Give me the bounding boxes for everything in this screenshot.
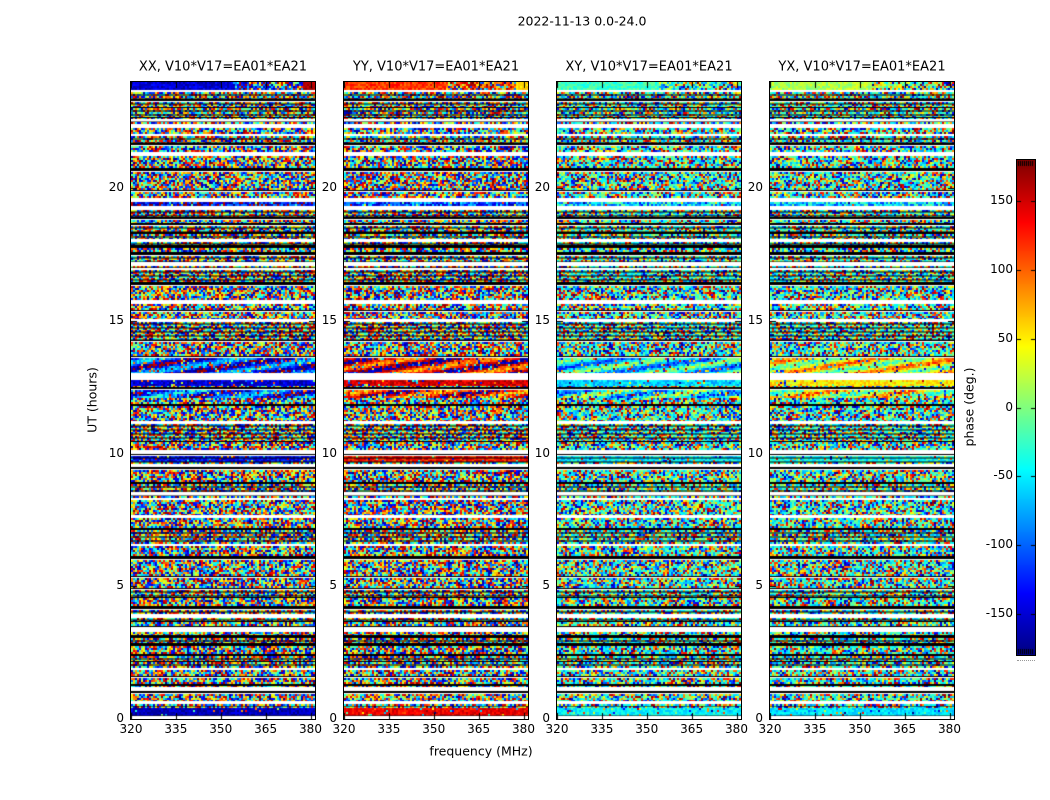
x-axis-label: frequency (MHz) bbox=[429, 743, 533, 759]
x-tick-label: 320 bbox=[332, 722, 356, 736]
y-tick-label: 10 bbox=[534, 445, 550, 460]
y-tick-label: 5 bbox=[755, 578, 763, 593]
y-tick-label: 0 bbox=[542, 711, 550, 725]
y-tick-label: 15 bbox=[747, 312, 763, 327]
y-tick-label: 15 bbox=[321, 312, 337, 327]
colorbar-tick-label: 0 bbox=[1005, 400, 1013, 414]
panel-title-yx: YX, V10*V17=EA01*EA21 bbox=[778, 59, 946, 75]
x-tick-label: 320 bbox=[758, 722, 782, 736]
colorbar-tick-label: -150 bbox=[985, 606, 1013, 620]
panel-title-yy: YY, V10*V17=EA01*EA21 bbox=[352, 59, 520, 75]
y-axis-label: UT (hours) bbox=[84, 367, 100, 433]
heatmap-canvas-xy bbox=[556, 81, 742, 720]
colorbar-tick-label: -50 bbox=[993, 468, 1013, 482]
panel-title-xy: XY, V10*V17=EA01*EA21 bbox=[565, 59, 733, 75]
x-tick-label: 335 bbox=[590, 722, 614, 736]
colorbar-minor-dots bbox=[1017, 660, 1035, 661]
x-tick-label: 380 bbox=[512, 722, 535, 736]
y-tick-label: 20 bbox=[747, 180, 763, 195]
x-tick-label: 320 bbox=[119, 722, 143, 736]
y-tick-label: 20 bbox=[534, 180, 550, 195]
x-tick-label: 365 bbox=[893, 722, 917, 736]
y-tick-label: 10 bbox=[108, 445, 124, 460]
x-tick-label: 350 bbox=[422, 722, 446, 736]
x-tick-label: 365 bbox=[254, 722, 278, 736]
heatmap-canvas-yx bbox=[769, 81, 955, 720]
y-tick-label: 5 bbox=[116, 578, 124, 593]
x-tick-label: 380 bbox=[299, 722, 322, 736]
x-tick-label: 365 bbox=[467, 722, 491, 736]
y-tick-label: 0 bbox=[755, 711, 763, 725]
colorbar-tick-label: -100 bbox=[985, 537, 1013, 551]
y-tick-label: 0 bbox=[116, 711, 124, 725]
x-tick-label: 335 bbox=[164, 722, 188, 736]
x-tick-label: 380 bbox=[725, 722, 748, 736]
y-tick-label: 15 bbox=[108, 312, 124, 327]
colorbar bbox=[1016, 159, 1036, 656]
x-tick-label: 335 bbox=[377, 722, 401, 736]
y-tick-label: 10 bbox=[747, 445, 763, 460]
x-tick-label: 365 bbox=[680, 722, 704, 736]
colorbar-tick-label: 150 bbox=[990, 193, 1013, 207]
y-tick-label: 10 bbox=[321, 445, 337, 460]
panel-title-xx: XX, V10*V17=EA01*EA21 bbox=[138, 59, 308, 75]
x-tick-label: 320 bbox=[545, 722, 569, 736]
y-tick-label: 5 bbox=[542, 578, 550, 593]
y-tick-label: 20 bbox=[321, 180, 337, 195]
figure-title: 2022-11-13 0.0-24.0 bbox=[517, 13, 647, 29]
colorbar-tick-label: 50 bbox=[997, 331, 1013, 345]
y-tick-label: 0 bbox=[329, 711, 337, 725]
x-tick-label: 380 bbox=[938, 722, 961, 736]
x-tick-label: 350 bbox=[635, 722, 659, 736]
x-tick-label: 350 bbox=[848, 722, 872, 736]
y-tick-label: 15 bbox=[534, 312, 550, 327]
colorbar-tick-label: 100 bbox=[990, 262, 1013, 276]
y-tick-label: 20 bbox=[108, 180, 124, 195]
heatmap-canvas-xx bbox=[130, 81, 316, 720]
y-tick-label: 5 bbox=[329, 578, 337, 593]
x-tick-label: 350 bbox=[209, 722, 233, 736]
x-tick-label: 335 bbox=[803, 722, 827, 736]
heatmap-canvas-yy bbox=[343, 81, 529, 720]
